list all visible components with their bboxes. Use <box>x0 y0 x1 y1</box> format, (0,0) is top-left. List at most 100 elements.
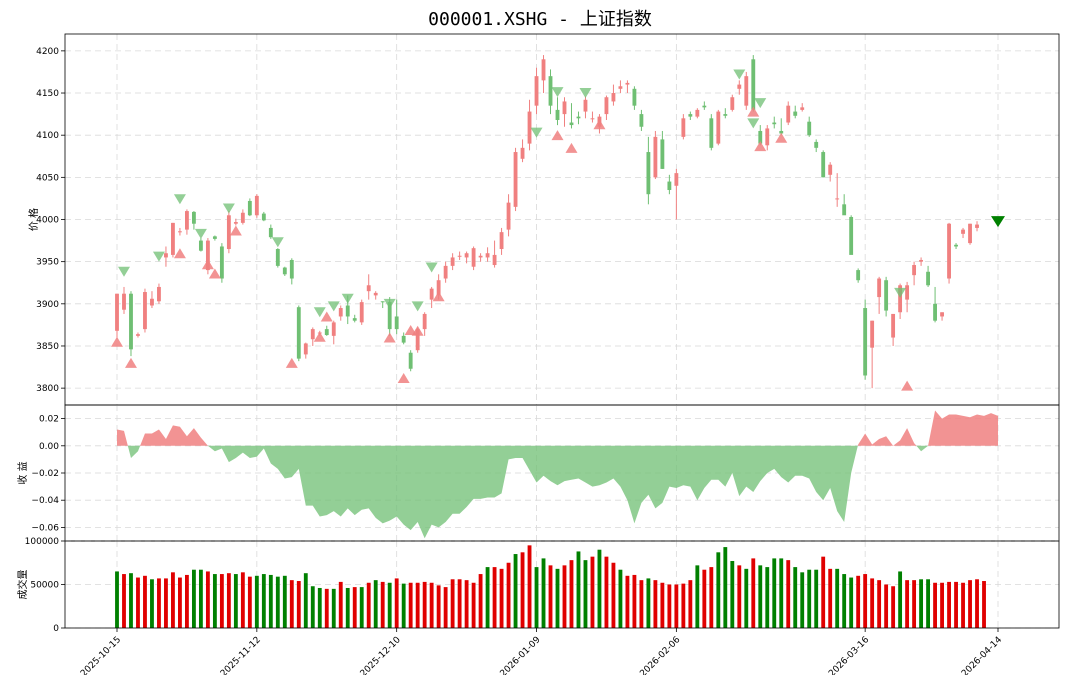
volume-bar <box>597 549 602 628</box>
x-tick-label: 2025-11-12 <box>219 635 263 675</box>
candle-body <box>492 254 497 266</box>
candle-body <box>310 329 315 340</box>
volume-bar <box>464 580 469 628</box>
volume-bar <box>744 568 749 628</box>
volume-bar <box>821 556 826 628</box>
volume-bar <box>751 558 756 628</box>
candle-body <box>667 181 672 190</box>
candle-body <box>520 147 525 159</box>
volume-bar <box>786 560 791 628</box>
candle-body <box>772 122 777 125</box>
volume-bar <box>604 556 609 628</box>
candle-body <box>674 173 679 186</box>
buy-signal-marker <box>208 268 221 279</box>
sell-signal-marker <box>152 251 165 262</box>
candle-body <box>905 285 910 300</box>
candle-body <box>415 329 420 351</box>
candle-body <box>737 84 742 89</box>
candle-body <box>485 253 490 258</box>
volume-bar <box>303 573 308 628</box>
candle-body <box>471 248 476 267</box>
sell-signal-marker <box>222 203 235 214</box>
volume-bar <box>178 577 182 628</box>
candle-body <box>681 118 686 137</box>
volume-bar <box>198 569 203 628</box>
candle-body <box>828 164 833 175</box>
candle-body <box>226 215 231 250</box>
buy-signal-marker <box>432 291 445 302</box>
volume-bar <box>590 556 595 628</box>
returns-area-positive <box>117 410 998 446</box>
volume-bar <box>150 579 154 628</box>
buy-signal-marker <box>124 357 137 368</box>
sell-signal-marker <box>327 301 340 312</box>
volume-bar <box>191 569 196 628</box>
chart-title: 000001.XSHG - 上证指数 <box>428 9 652 30</box>
candle-body <box>261 213 266 221</box>
volume-bar <box>772 558 777 628</box>
candle-body <box>562 101 567 115</box>
volume-bar <box>324 588 329 628</box>
candle-body <box>625 82 630 85</box>
sell-signal-marker <box>579 88 592 99</box>
volume-bar <box>765 567 770 628</box>
volume-bar <box>422 581 427 628</box>
buy-signal-marker <box>901 380 914 391</box>
volume-bar <box>646 578 651 628</box>
volume-bar <box>212 574 217 628</box>
volume-bar <box>136 577 140 628</box>
volume-bar <box>583 560 588 628</box>
volume-bar <box>884 584 889 628</box>
volume-y-tick-label: 100000 <box>25 537 60 547</box>
volume-panel: 0 50000 100000 成交量 <box>16 537 1060 634</box>
volume-bar <box>184 574 189 628</box>
buy-signal-marker <box>411 325 424 336</box>
candle-body <box>639 114 644 127</box>
sell-signal-marker <box>425 262 438 273</box>
candle-body <box>380 301 385 303</box>
candle-body <box>870 320 875 348</box>
volume-bar <box>800 572 805 628</box>
volume-bar <box>401 583 406 628</box>
volume-bar <box>129 573 133 628</box>
candle-body <box>541 59 546 81</box>
price-y-tick-label: 3850 <box>36 342 59 352</box>
buy-signal-marker <box>285 357 298 368</box>
candle-body <box>947 223 951 279</box>
volume-bar <box>492 567 497 628</box>
sell-signal-marker <box>754 98 767 109</box>
volume-bar <box>660 582 665 628</box>
volume-bar <box>226 573 231 628</box>
candle-body <box>933 303 937 321</box>
volume-bar <box>520 552 525 628</box>
candle-body <box>331 322 336 336</box>
volume-bar <box>345 587 350 628</box>
volume-bar <box>611 562 616 628</box>
candle-body <box>583 99 588 112</box>
candle-body <box>499 232 504 250</box>
candle-body <box>436 280 441 296</box>
candle-body <box>205 240 210 271</box>
volume-bar <box>576 551 581 628</box>
candle-body <box>164 253 168 258</box>
volume-bar <box>716 552 721 628</box>
volume-bar <box>933 582 937 628</box>
candle-body <box>660 139 665 169</box>
candle-body <box>919 259 924 262</box>
volume-bar <box>919 579 924 628</box>
volume-bar <box>667 584 672 628</box>
volume-bar <box>898 571 903 628</box>
candle-body <box>143 292 147 330</box>
volume-bar <box>143 575 147 628</box>
candle-body <box>268 227 273 238</box>
x-tick-label: 2026-04-14 <box>960 635 1004 675</box>
candle-body <box>443 265 448 279</box>
buy-signal-marker <box>201 259 214 270</box>
volume-bar <box>219 574 224 628</box>
volume-y-axis-label: 成交量 <box>16 570 29 600</box>
volume-bar <box>380 581 385 628</box>
price-y-tick-label: 4150 <box>36 89 59 99</box>
candle-body <box>877 278 882 298</box>
volume-bar <box>961 582 965 628</box>
candle-body <box>912 265 917 276</box>
